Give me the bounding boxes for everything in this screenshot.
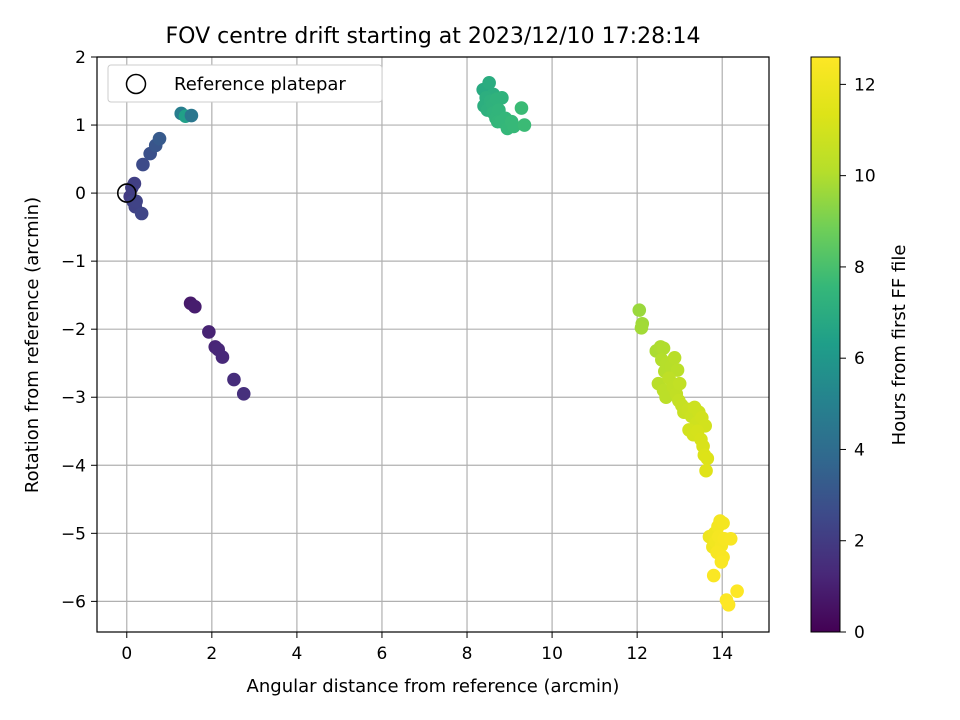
x-tick-label: 4 [291, 644, 302, 664]
chart-title: FOV centre drift starting at 2023/12/10 … [166, 24, 701, 49]
data-point [129, 194, 143, 209]
colorbar-ticks: 0 2 4 6 8 10 12 [840, 75, 876, 643]
data-point [632, 303, 647, 317]
y-tick-label: −1 [61, 252, 86, 272]
x-tick-label: 6 [377, 644, 388, 664]
reference-marker [116, 183, 137, 203]
colorbar-tick-label: 8 [854, 258, 865, 278]
legend-entry-reference: Reference platepar [174, 74, 346, 95]
y-tick-label: −2 [61, 320, 86, 340]
colorbar-tick-label: 12 [854, 75, 876, 95]
legend-box [107, 64, 383, 103]
data-point [730, 584, 744, 598]
data-point [699, 463, 713, 478]
x-tick-label: 2 [206, 644, 217, 664]
y-tick-label: 2 [75, 48, 86, 68]
data-point [152, 131, 167, 146]
data-point [134, 206, 149, 221]
data-point [482, 76, 496, 90]
data-point [672, 376, 687, 391]
x-axis-ticks: 0 2 4 6 8 10 12 14 [121, 632, 733, 664]
y-axis-ticks: −6 −5 −4 −3 −2 −1 0 1 2 [61, 48, 97, 612]
data-point [656, 341, 671, 356]
data-point [667, 350, 682, 365]
data-point [723, 531, 738, 546]
data-point [184, 108, 199, 123]
x-tick-label: 10 [541, 644, 563, 664]
data-point [495, 91, 509, 105]
colorbar-tick-label: 10 [854, 167, 876, 187]
legend-marker-icon [125, 73, 147, 95]
plot-frame [96, 56, 770, 633]
colorbar-label: Hours from first FF file [889, 245, 910, 446]
x-tick-label: 8 [462, 644, 473, 664]
x-axis-label: Angular distance from reference (arcmin) [247, 676, 620, 697]
y-tick-label: −3 [61, 388, 86, 408]
x-tick-label: 14 [711, 644, 733, 664]
data-point [215, 350, 230, 364]
data-point [127, 176, 142, 191]
data-point [236, 387, 251, 401]
x-tick-label: 12 [626, 644, 648, 664]
data-points [123, 76, 744, 612]
x-tick-label: 0 [121, 644, 132, 664]
colorbar-tick-label: 6 [854, 349, 865, 369]
data-point [721, 597, 736, 612]
data-point [716, 516, 730, 530]
legend: Reference platepar [107, 64, 383, 103]
data-point [507, 119, 521, 134]
y-axis-label: Rotation from reference (arcmin) [22, 197, 43, 493]
data-point [659, 390, 673, 405]
y-tick-label: 0 [75, 184, 86, 204]
data-point [136, 157, 150, 172]
colorbar-tick-label: 4 [854, 440, 865, 460]
data-point [514, 101, 529, 115]
data-point [670, 363, 685, 377]
reference-platepar-marker [116, 183, 137, 203]
data-point [202, 325, 216, 339]
data-point [227, 372, 241, 387]
colorbar-tick-label: 2 [854, 532, 865, 552]
data-point [700, 451, 715, 466]
colorbar [810, 56, 841, 633]
data-point [634, 321, 649, 335]
data-point [188, 299, 202, 314]
data-point [517, 118, 532, 132]
y-tick-label: −4 [61, 456, 86, 476]
colorbar-tick-label: 0 [854, 623, 865, 643]
data-point [706, 568, 721, 583]
y-tick-label: 1 [75, 116, 86, 136]
y-tick-label: −6 [61, 592, 86, 612]
y-tick-label: −5 [61, 524, 86, 544]
data-point [714, 555, 729, 569]
